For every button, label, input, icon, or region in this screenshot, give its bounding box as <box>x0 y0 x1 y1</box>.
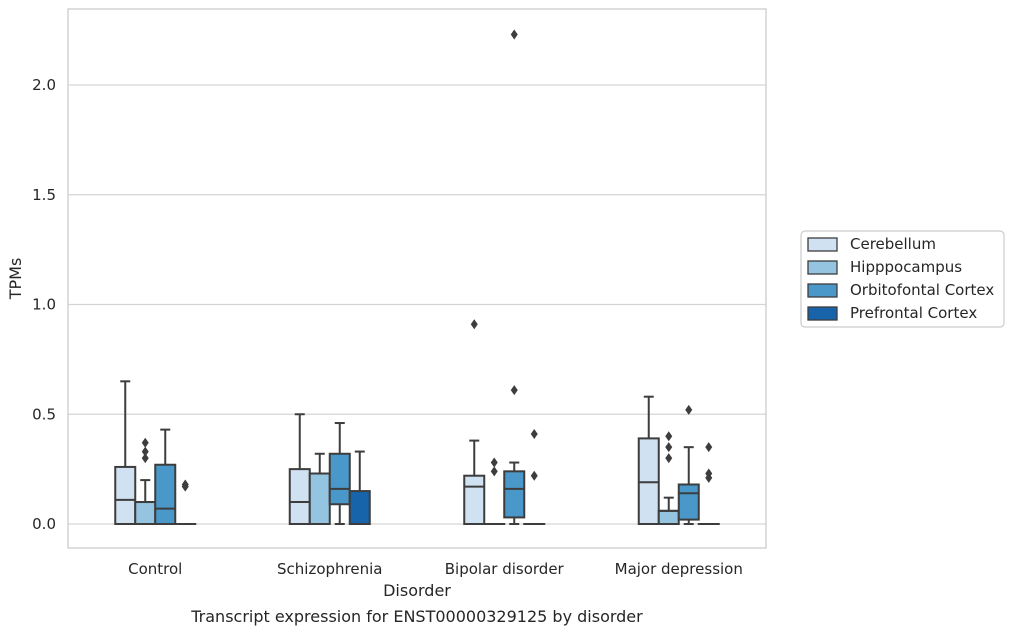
x-tick-label: Bipolar disorder <box>445 560 565 578</box>
x-tick-label: Schizophrenia <box>277 560 382 578</box>
y-tick-label: 0.0 <box>32 515 56 533</box>
box-orbitofontal-cortex <box>503 29 526 525</box>
outlier-point <box>490 466 498 477</box>
box-prefrontal-cortex <box>697 442 720 526</box>
box-hipppocampus <box>483 457 506 526</box>
outlier-point <box>665 453 673 464</box>
box-iqr <box>503 470 526 519</box>
box-iqr <box>657 509 680 525</box>
y-tick-label: 2.0 <box>32 76 56 94</box>
x-tick-labels: Control Schizophrenia Bipolar disorder Majo… <box>128 560 743 578</box>
outlier-point <box>705 442 713 453</box>
legend: Cerebellum Hipppocampus Orbitofontal Corte… <box>800 230 1005 328</box>
box-orbitofontal-cortex <box>154 428 177 525</box>
box-iqr <box>637 437 660 525</box>
outlier-point <box>685 404 693 415</box>
y-tick-labels: 0.0 0.5 1.0 1.5 2.0 <box>32 76 56 533</box>
box-iqr <box>328 452 351 506</box>
legend-swatch <box>807 306 838 321</box>
outlier-point <box>141 446 149 457</box>
box-iqr <box>463 474 486 525</box>
legend-swatch <box>807 260 838 275</box>
outlier-point <box>510 29 518 40</box>
outlier-point <box>181 479 189 490</box>
box-prefrontal-cortex <box>174 479 197 526</box>
y-tick-label: 1.0 <box>32 296 56 314</box>
box-iqr <box>114 465 137 525</box>
box-hipppocampus <box>134 437 157 525</box>
outlier-point <box>530 429 538 440</box>
legend-label: Cerebellum <box>850 235 936 253</box>
box-iqr <box>348 490 371 526</box>
y-axis-label: TPMs <box>6 258 25 301</box>
box-prefrontal-cortex <box>348 450 371 526</box>
legend-label: Hipppocampus <box>850 258 962 276</box>
legend-swatch <box>807 237 838 252</box>
outlier-point <box>530 470 538 481</box>
box-hipppocampus <box>657 431 680 525</box>
outlier-point <box>490 457 498 468</box>
outlier-point <box>141 453 149 464</box>
x-tick-label: Control <box>128 560 182 578</box>
y-gridlines <box>68 84 766 525</box>
legend-label: Prefrontal Cortex <box>850 304 977 322</box>
outlier-point <box>705 468 713 479</box>
box-cerebellum <box>637 395 660 525</box>
chart-caption: Transcript expression for ENST0000032912… <box>190 607 643 626</box>
box-iqr <box>677 483 700 521</box>
outlier-point <box>470 319 478 330</box>
outlier-point <box>510 385 518 396</box>
legend-swatch <box>807 283 838 298</box>
outlier-point <box>665 442 673 453</box>
outlier-point <box>665 431 673 442</box>
box-orbitofontal-cortex <box>328 422 351 525</box>
y-tick-label: 1.5 <box>32 186 56 204</box>
box-iqr <box>308 472 331 526</box>
legend-label: Orbitofontal Cortex <box>850 281 994 299</box>
box-cerebellum <box>288 413 311 525</box>
plot-frame <box>67 8 767 549</box>
box-iqr <box>154 463 177 525</box>
box-orbitofontal-cortex <box>677 404 700 525</box>
box-iqr <box>134 501 157 525</box>
box-prefrontal-cortex <box>523 429 546 526</box>
box-hipppocampus <box>308 452 331 526</box>
outlier-point <box>141 437 149 448</box>
y-tick-label: 0.5 <box>32 405 56 423</box>
box-cerebellum <box>114 380 137 525</box>
box-cerebellum <box>463 319 486 525</box>
box-iqr <box>288 468 311 525</box>
x-tick-label: Major depression <box>615 560 743 578</box>
x-axis-label: Disorder <box>383 581 451 600</box>
legend-frame <box>800 230 1005 328</box>
box-plot-marks <box>114 29 720 526</box>
